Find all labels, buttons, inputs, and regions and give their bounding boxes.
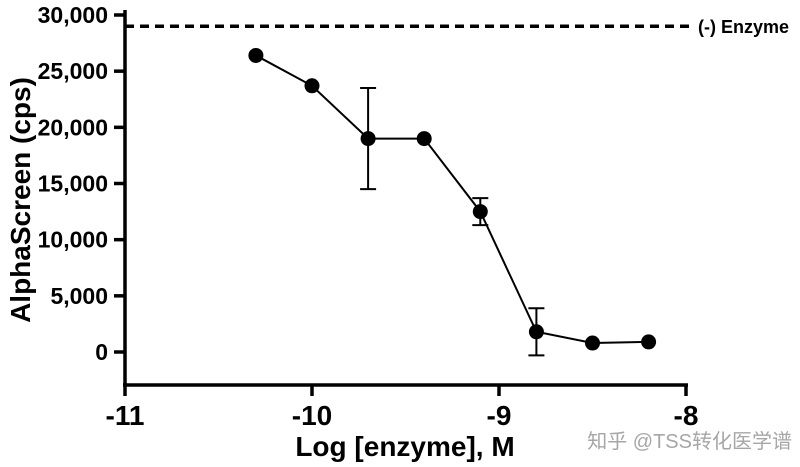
x-tick-label: -11 <box>106 400 145 431</box>
watermark: 知乎 @TSS转化医学谱 <box>587 430 792 453</box>
reference-line-label: (-) Enzyme <box>698 17 789 37</box>
y-tick-label: 20,000 <box>38 114 108 140</box>
data-point <box>528 324 544 340</box>
data-point <box>360 131 376 147</box>
y-tick-label: 15,000 <box>38 171 108 197</box>
y-tick-label: 5,000 <box>50 283 108 309</box>
x-axis-title: Log [enzyme], M <box>295 431 514 462</box>
data-point <box>585 335 600 351</box>
x-tick-label: -9 <box>487 400 512 431</box>
y-tick-label: 0 <box>95 339 108 365</box>
y-axis-title: AlphaScreen (cps) <box>5 77 36 323</box>
data-point <box>472 204 488 220</box>
data-point <box>641 334 657 350</box>
y-tick-label: 25,000 <box>38 58 108 84</box>
x-tick-label: -8 <box>674 400 699 431</box>
data-line <box>255 54 649 345</box>
y-tick-label: 30,000 <box>38 2 108 28</box>
plot-layer: -11 -10 -9 -8 0 5,000 10,000 15,000 20,000 25,000… <box>38 2 699 431</box>
data-point <box>416 131 432 147</box>
data-point <box>304 78 320 94</box>
x-tick-label: -10 <box>292 400 332 431</box>
y-tick-label: 10,000 <box>38 227 108 253</box>
data-point <box>248 47 264 63</box>
